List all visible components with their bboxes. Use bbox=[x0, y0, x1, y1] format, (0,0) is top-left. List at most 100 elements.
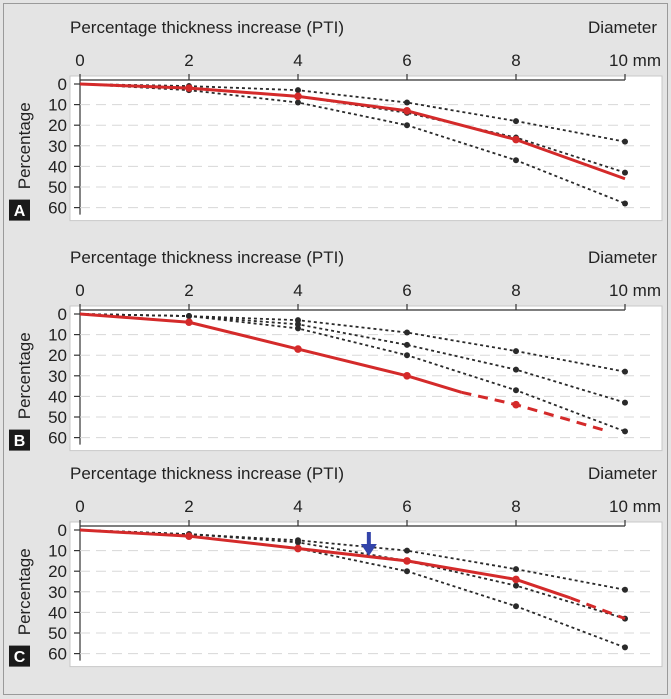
y-tick-label: 10 bbox=[48, 542, 67, 561]
series-point-4 bbox=[512, 135, 520, 144]
y-tick-label: 50 bbox=[48, 178, 67, 197]
series-point-3 bbox=[513, 157, 519, 164]
x-tick-label: 6 bbox=[402, 51, 411, 70]
y-tick-label: 50 bbox=[48, 408, 67, 427]
series-point-2 bbox=[404, 341, 410, 348]
series-point-3 bbox=[404, 352, 410, 359]
y-tick-label: 20 bbox=[48, 562, 67, 581]
y-tick-label: 0 bbox=[58, 521, 67, 540]
x-tick-label: 4 bbox=[293, 497, 302, 516]
series-line-2 bbox=[79, 529, 626, 620]
series-point-1 bbox=[404, 329, 410, 336]
panel-label: C bbox=[14, 649, 26, 666]
diameter-label: Diameter bbox=[588, 464, 657, 483]
x-tick-label: 2 bbox=[184, 281, 193, 300]
y-axis-label: Percentage bbox=[15, 102, 34, 189]
series-point-3 bbox=[513, 603, 519, 610]
series-line-1 bbox=[79, 83, 626, 143]
x-tick-label: 4 bbox=[293, 281, 302, 300]
series-point-4 bbox=[185, 84, 193, 92]
y-tick-label: 10 bbox=[48, 96, 67, 115]
y-tick-label: 60 bbox=[48, 199, 67, 218]
series-point-3 bbox=[295, 325, 301, 332]
x-tick-label: 2 bbox=[184, 497, 193, 516]
x-tick-label: 6 bbox=[402, 281, 411, 300]
series-line-4 bbox=[79, 528, 571, 600]
series-point-1 bbox=[295, 317, 301, 324]
y-tick-label: 0 bbox=[58, 75, 67, 94]
y-tick-label: 60 bbox=[48, 645, 67, 664]
series-point-3 bbox=[186, 313, 192, 320]
series-point-3 bbox=[622, 428, 628, 435]
y-tick-label: 0 bbox=[58, 305, 67, 324]
panel-label: A bbox=[14, 203, 26, 220]
series-point-1 bbox=[513, 348, 519, 355]
x-tick-label: 10 mm bbox=[609, 281, 661, 300]
series-point-3 bbox=[513, 387, 519, 394]
series-point-3 bbox=[295, 99, 301, 106]
plot-area bbox=[69, 305, 663, 452]
chart-panel-a: Percentage thickness increase (PTI) Diame… bbox=[9, 18, 663, 222]
series-point-1 bbox=[295, 87, 301, 94]
x-tick-label: 8 bbox=[511, 497, 520, 516]
series-line-5 bbox=[569, 596, 626, 620]
chart-title: Percentage thickness increase (PTI) bbox=[70, 464, 344, 483]
series-point-4 bbox=[403, 106, 411, 115]
series-point-2 bbox=[513, 366, 519, 373]
panel-badge bbox=[9, 199, 30, 221]
series-point-2 bbox=[295, 539, 301, 546]
series-point-1 bbox=[513, 566, 519, 573]
y-tick-label: 30 bbox=[48, 367, 67, 386]
series-point-4 bbox=[512, 575, 520, 584]
series-point-1 bbox=[622, 138, 628, 145]
series-point-4 bbox=[403, 372, 411, 380]
x-tick-label: 10 mm bbox=[609, 497, 661, 516]
y-tick-label: 50 bbox=[48, 624, 67, 643]
y-tick-label: 20 bbox=[48, 116, 67, 135]
y-tick-label: 30 bbox=[48, 137, 67, 156]
y-tick-label: 60 bbox=[48, 429, 67, 448]
panel-label: B bbox=[14, 433, 26, 450]
series-point-4 bbox=[185, 318, 193, 327]
series-point-2 bbox=[295, 321, 301, 328]
y-tick-label: 40 bbox=[48, 157, 67, 176]
series-point-4 bbox=[294, 544, 302, 553]
series-point-4 bbox=[185, 532, 193, 540]
series-point-4 bbox=[294, 92, 302, 101]
y-tick-label: 30 bbox=[48, 583, 67, 602]
y-tick-label: 10 bbox=[48, 326, 67, 345]
plot-area bbox=[69, 521, 663, 668]
x-tick-label: 10 mm bbox=[609, 51, 661, 70]
series-point-1 bbox=[622, 368, 628, 375]
series-point-4 bbox=[403, 557, 411, 565]
x-tick-label: 0 bbox=[75, 281, 84, 300]
series-point-1 bbox=[404, 547, 410, 554]
series-point-2 bbox=[622, 399, 628, 406]
y-axis-label: Percentage bbox=[15, 332, 34, 419]
series-point-4 bbox=[294, 345, 302, 353]
x-tick-label: 4 bbox=[293, 51, 302, 70]
y-axis-label: Percentage bbox=[15, 548, 34, 635]
series-point-1 bbox=[404, 99, 410, 106]
series-point-3 bbox=[622, 644, 628, 651]
series-point-3 bbox=[404, 122, 410, 129]
series-point-2 bbox=[513, 582, 519, 589]
series-point-5 bbox=[512, 400, 520, 409]
diameter-label: Diameter bbox=[588, 18, 657, 37]
x-tick-label: 0 bbox=[75, 51, 84, 70]
series-point-3 bbox=[404, 568, 410, 575]
figure-svg: Percentage thickness increase (PTI) Diame… bbox=[9, 18, 663, 668]
y-tick-label: 40 bbox=[48, 603, 67, 622]
chart-panel-c: Percentage thickness increase (PTI) Diame… bbox=[9, 464, 663, 668]
series-line-3 bbox=[79, 83, 626, 205]
chart-title: Percentage thickness increase (PTI) bbox=[70, 248, 344, 267]
x-tick-label: 8 bbox=[511, 51, 520, 70]
x-tick-label: 6 bbox=[402, 497, 411, 516]
chart-title: Percentage thickness increase (PTI) bbox=[70, 18, 344, 37]
annotation-arrow-head bbox=[360, 544, 377, 556]
y-tick-label: 20 bbox=[48, 346, 67, 365]
x-tick-label: 0 bbox=[75, 497, 84, 516]
series-line-4 bbox=[79, 82, 626, 181]
plot-area bbox=[69, 75, 663, 222]
y-tick-label: 40 bbox=[48, 387, 67, 406]
